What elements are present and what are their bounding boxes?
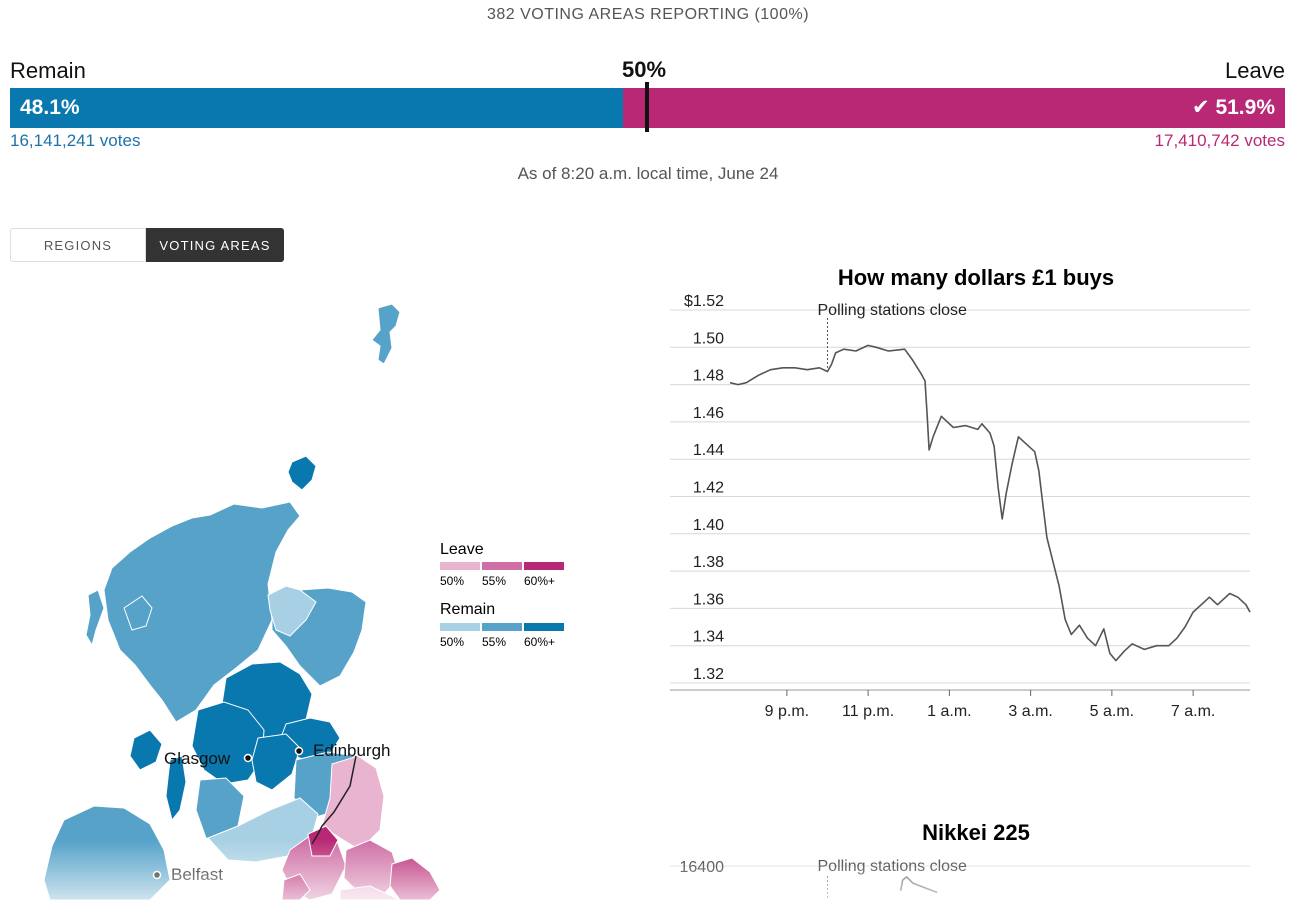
chart2-series-line — [899, 876, 938, 894]
shetland-islands — [371, 303, 401, 365]
scotland-highlands — [103, 501, 301, 723]
chart2-annotation: Polling stations close — [818, 858, 968, 875]
leave-bar-segment: ✔ 51.9% — [623, 88, 1285, 128]
result-bar: 48.1% ✔ 51.9% — [10, 88, 1285, 128]
remain-label: Remain — [10, 58, 86, 83]
legend-leave-tick-1: 50% — [440, 574, 464, 588]
chart1-y-tick: 1.44 — [693, 442, 724, 459]
chart1-x-tick: 7 a.m. — [1171, 703, 1215, 720]
remain-votes: 16,141,241 votes — [10, 131, 141, 150]
tab-voting-areas[interactable]: VOTING AREAS — [146, 228, 284, 262]
timestamp: As of 8:20 a.m. local time, June 24 — [517, 164, 779, 183]
remain-percentage: 48.1% — [20, 96, 80, 119]
chart1-title: How many dollars £1 buys — [838, 265, 1114, 290]
chart1-y-tick: 1.36 — [693, 591, 724, 608]
legend-remain-tick-2: 55% — [482, 635, 506, 649]
chart1-y-tick: 1.50 — [693, 330, 724, 347]
legend-remain-swatch-1 — [440, 623, 480, 631]
legend-leave-tick-2: 55% — [482, 574, 506, 588]
chart2-title: Nikkei 225 — [922, 820, 1030, 845]
moray — [267, 585, 317, 637]
chart1-x-tick: 5 a.m. — [1090, 703, 1134, 720]
chart1-y-tick: 1.46 — [693, 405, 724, 422]
leave-percentage: 51.9% — [1215, 96, 1275, 119]
orkney-islands — [287, 455, 317, 491]
glasgow-label: Glasgow — [164, 749, 231, 768]
chart1-x-tick: 11 p.m. — [842, 703, 894, 720]
legend-remain-swatch-3 — [524, 623, 564, 631]
map-tabs: REGIONS VOTING AREAS — [10, 228, 284, 262]
legend-remain-tick-3: 60%+ — [524, 635, 555, 649]
central-belt — [251, 733, 301, 791]
legend-remain-title: Remain — [440, 601, 495, 618]
legend-remain-swatch-2 — [482, 623, 522, 631]
legend-leave-tick-3: 60%+ — [524, 574, 555, 588]
edinburgh-dot — [294, 746, 304, 756]
check-icon: ✔ — [1192, 96, 1210, 119]
chart1-y-tick: 1.48 — [693, 368, 724, 385]
western-isles — [85, 589, 105, 647]
legend-leave-swatch-1 — [440, 562, 480, 570]
chart1-x-tick: 9 p.m. — [765, 703, 809, 720]
midpoint-marker — [645, 82, 649, 132]
chart1-series-line — [729, 344, 1251, 662]
midpoint-label: 50% — [622, 57, 667, 82]
chart1-y-tick: 1.32 — [693, 666, 724, 683]
border-line — [311, 755, 357, 845]
reporting-status: 382 VOTING AREAS REPORTING (100%) — [486, 6, 810, 23]
argyll-islands — [129, 729, 163, 771]
map-legend: Leave 50% 55% 60%+ Remain 50% 55% 60%+ — [440, 541, 564, 649]
leave-label: Leave — [1225, 58, 1285, 83]
chart2-y-tick: 16400 — [680, 859, 725, 876]
chart1-x-tick: 1 a.m. — [927, 703, 971, 720]
legend-leave-title: Leave — [440, 541, 484, 558]
leave-votes: 17,410,742 votes — [1154, 131, 1285, 150]
edinburgh-label: Edinburgh — [313, 741, 391, 760]
chart1-y-tick: 1.42 — [693, 480, 724, 497]
chart1-y-tick: 1.38 — [693, 554, 724, 571]
chart1-y-tick: 1.34 — [693, 629, 724, 646]
chart1-x-tick: 3 a.m. — [1008, 703, 1052, 720]
glasgow-dot — [243, 753, 253, 763]
legend-leave-swatch-2 — [482, 562, 522, 570]
skye — [123, 595, 153, 631]
kintyre — [165, 755, 187, 822]
legend-leave-swatch-3 — [524, 562, 564, 570]
remain-bar-segment: 48.1% — [10, 88, 624, 128]
chart1-y-tick: 1.40 — [693, 517, 724, 534]
chart1-annotation: Polling stations close — [818, 302, 968, 319]
chart1-y-tick: $1.52 — [684, 293, 724, 310]
legend-remain-tick-1: 50% — [440, 635, 464, 649]
tab-regions[interactable]: REGIONS — [10, 228, 146, 262]
